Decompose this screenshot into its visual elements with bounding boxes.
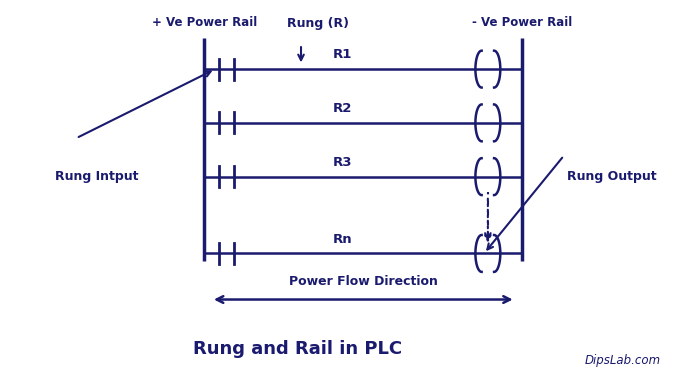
- Text: Rung (R): Rung (R): [287, 17, 349, 30]
- Text: - Ve Power Rail: - Ve Power Rail: [473, 16, 572, 29]
- Text: R1: R1: [333, 48, 352, 61]
- Text: Rn: Rn: [333, 233, 352, 246]
- Text: Rung and Rail in PLC: Rung and Rail in PLC: [193, 341, 402, 358]
- Text: Rung Intput: Rung Intput: [55, 170, 139, 183]
- Text: Power Flow Direction: Power Flow Direction: [289, 275, 438, 288]
- Text: R3: R3: [333, 156, 352, 169]
- Text: Rung Output: Rung Output: [567, 170, 657, 183]
- Text: R2: R2: [333, 102, 352, 115]
- Text: DipsLab.com: DipsLab.com: [585, 354, 661, 367]
- Text: + Ve Power Rail: + Ve Power Rail: [152, 16, 257, 29]
